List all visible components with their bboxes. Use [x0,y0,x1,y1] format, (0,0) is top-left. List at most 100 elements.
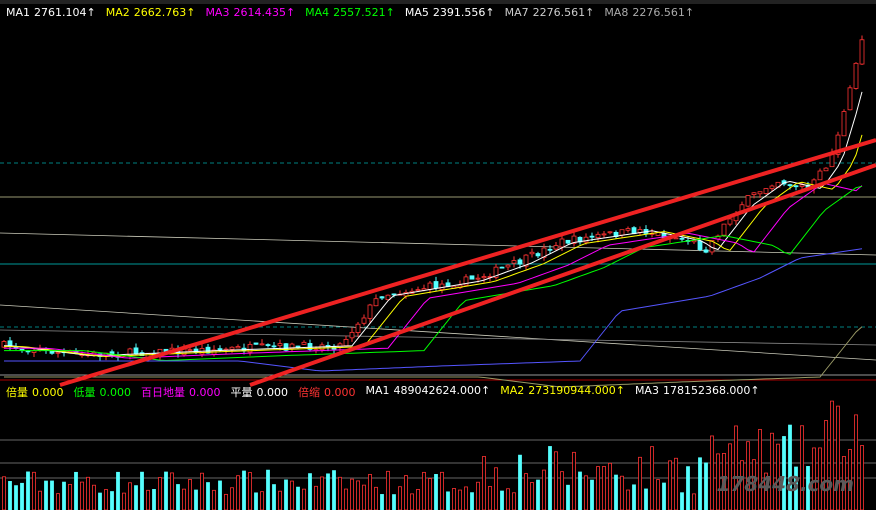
volume-bar [26,471,30,510]
candle-body [343,339,349,347]
volume-bar [590,479,594,510]
volume-bar [578,471,582,510]
candle-body [859,39,865,65]
volume-bar [80,481,84,510]
ma-label: MA5 [404,6,429,19]
candle-body [787,184,793,186]
volume-bar [554,451,558,510]
toolbar [0,0,876,4]
volume-bar [824,420,828,510]
candle-body [631,227,637,235]
volume-bar [206,482,210,510]
candle-body [349,331,355,339]
watermark: 178448.com [716,472,854,496]
volume-bar [818,447,822,510]
volume-bar [728,443,732,510]
candle-body [619,229,625,236]
volume-bar [524,473,528,510]
candle-body [433,281,439,289]
volume-bar [836,405,840,510]
volume-bar [620,475,624,510]
volume-bar [734,425,738,510]
volume-bar [392,494,396,510]
volume-bar [338,476,342,510]
vol-label: 平量 [230,386,253,399]
candle-body [589,235,595,238]
volume-bar [692,493,696,510]
volume-bar [584,475,588,510]
volume-bar [152,489,156,510]
volume-bar [698,457,702,510]
volume-bar [266,469,270,510]
volume-bar [536,479,540,510]
candle-body [187,349,193,352]
ma-line [4,134,863,358]
candle-body [355,323,361,333]
volume-bar [230,487,234,510]
vol-value: 0.000 [324,386,356,399]
candle-body [235,346,241,349]
ma-value: 2391.556↑ [432,6,495,19]
candle-body [481,276,487,279]
candle-body [517,259,523,265]
volume-bar [242,470,246,510]
volume-bar [434,474,438,510]
volume-bar [116,471,120,510]
volume-bar [812,447,816,510]
volume-bar [380,494,384,510]
guide-line [0,232,876,256]
candle-body [841,111,847,137]
volume-bar [398,486,402,510]
volume-bar [410,493,414,510]
volume-bar [530,482,534,510]
volume-bar [188,479,192,510]
ma-value: 2276.561↑ [632,6,695,19]
volume-bar [50,480,54,510]
volume-bar [350,478,354,510]
candle-body [1,341,7,348]
volume-bar [488,486,492,510]
candle-body [55,351,61,354]
candle-body [373,298,379,307]
volume-bar [200,472,204,510]
candle-body [793,185,799,188]
candle-body [511,260,517,264]
candle-body [217,348,223,351]
vol-item: MA1 489042624.000↑ [366,384,491,400]
volume-bar [302,488,306,510]
volume-bar [374,486,378,510]
volume-bar [614,474,618,510]
volume-bar [332,470,336,510]
candle-body [847,87,853,111]
volume-bar [560,471,564,510]
vol-label: MA2 [500,384,525,397]
candle-body [283,343,289,351]
volume-bar [290,480,294,510]
volume-bar [644,488,648,510]
ma-line [4,91,863,357]
ma-item: MA5 2391.556↑ [405,6,495,19]
volume-bar [518,454,522,510]
volume-bar [14,485,18,510]
volume-bar [464,486,468,510]
volume-bar [146,489,150,510]
ma-item: MA1 2761.104↑ [6,6,96,19]
candle-body [361,317,367,324]
candle-body [835,134,841,155]
volume-legend: 倍量 0.000 低量 0.000 百日地量 0.000 平量 0.000 倍缩 0.000 MA1… [6,384,760,400]
candle-body [337,343,343,348]
candle-body [559,238,565,248]
volume-bar [194,489,198,510]
volume-bar [56,493,60,510]
candle-body [205,346,211,354]
candle-body [307,343,313,350]
volume-bar [626,489,630,510]
vol-item: 百日地量 0.000 [141,384,221,400]
volume-bar [494,467,498,510]
candle-body [553,245,559,250]
volume-bar [452,488,456,510]
volume-bar [212,489,216,510]
volume-bar [632,484,636,510]
trend-line [249,163,876,387]
